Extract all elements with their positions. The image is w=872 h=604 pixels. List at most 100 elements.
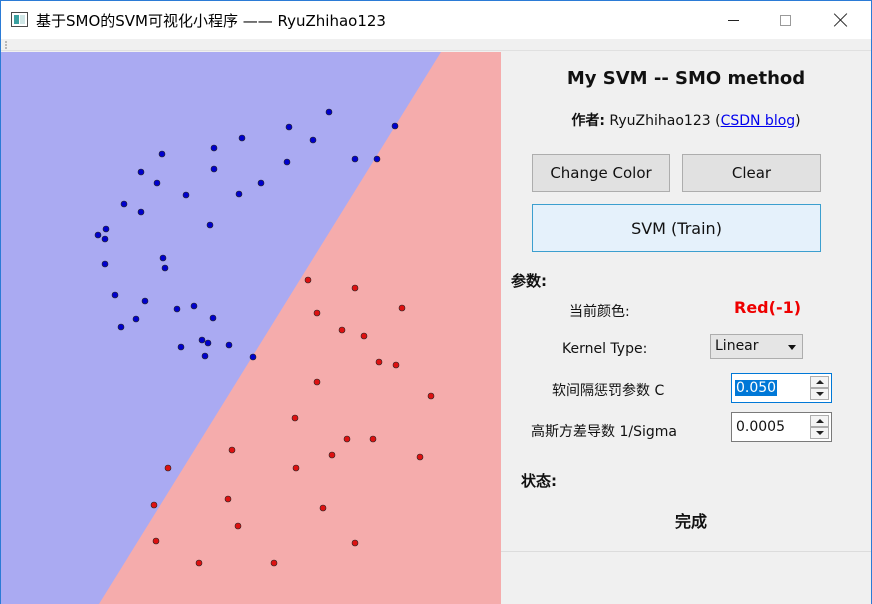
sigma-param-up-icon[interactable] — [810, 415, 829, 427]
blue-sample-point — [182, 191, 190, 199]
toolbar-grip-icon[interactable] — [5, 41, 7, 49]
red-sample-point — [304, 276, 312, 284]
panel-footer — [501, 552, 871, 604]
chevron-down-icon — [788, 345, 796, 350]
title-bar: 基于SMO的SVM可视化小程序 —— RyuZhihao123 — [1, 1, 871, 39]
red-sample-point — [375, 358, 383, 366]
blue-sample-point — [141, 297, 149, 305]
blue-sample-point — [137, 168, 145, 176]
c-param-label: 软间隔惩罚参数 C — [552, 383, 665, 399]
sigma-param-stepper[interactable] — [810, 415, 829, 439]
red-sample-point — [195, 559, 203, 567]
blue-sample-point — [111, 291, 119, 299]
blue-sample-point — [173, 305, 181, 313]
blue-sample-point — [238, 134, 246, 142]
status-header: 状态: — [521, 472, 557, 490]
blue-sample-point — [373, 155, 381, 163]
status-value: 完成 — [674, 512, 707, 531]
blue-class-region — [1, 52, 441, 604]
blue-sample-point — [309, 136, 317, 144]
c-param-up-icon[interactable] — [810, 376, 829, 388]
author-label: 作者: — [571, 113, 605, 129]
minimize-button[interactable] — [710, 1, 756, 39]
blue-sample-point — [204, 339, 212, 347]
red-sample-point — [152, 537, 160, 545]
red-sample-point — [292, 464, 300, 472]
sigma-param-value[interactable]: 0.0005 — [736, 419, 785, 435]
decision-plot[interactable] — [1, 52, 501, 604]
blue-sample-point — [283, 158, 291, 166]
close-icon — [834, 13, 848, 27]
blue-sample-point — [117, 323, 125, 331]
red-sample-point — [270, 559, 278, 567]
c-param-stepper[interactable] — [810, 376, 829, 400]
sigma-param-label: 高斯方差导数 1/Sigma — [531, 424, 677, 440]
blue-sample-point — [101, 260, 109, 268]
red-sample-point — [224, 495, 232, 503]
red-sample-point — [351, 284, 359, 292]
blue-sample-point — [201, 352, 209, 360]
red-sample-point — [338, 326, 346, 334]
c-param-down-icon[interactable] — [810, 388, 829, 400]
blue-sample-point — [158, 150, 166, 158]
kernel-type-select[interactable]: Linear — [710, 334, 803, 359]
red-sample-point — [416, 453, 424, 461]
blue-sample-point — [257, 179, 265, 187]
red-sample-point — [369, 435, 377, 443]
current-color-label: 当前颜色: — [569, 304, 630, 320]
params-header: 参数: — [511, 272, 547, 290]
app-icon — [11, 12, 28, 27]
blue-sample-point — [249, 353, 257, 361]
blue-sample-point — [235, 190, 243, 198]
blue-sample-point — [190, 302, 198, 310]
close-button[interactable] — [818, 1, 864, 39]
blue-sample-point — [132, 315, 140, 323]
control-panel: My SVM -- SMO method 作者: RyuZhihao123 (C… — [501, 52, 871, 552]
blue-sample-point — [177, 343, 185, 351]
blue-sample-point — [102, 225, 110, 233]
blue-sample-point — [198, 336, 206, 344]
author-line: 作者: RyuZhihao123 (CSDN blog) — [571, 113, 801, 129]
maximize-button[interactable] — [762, 1, 808, 39]
toolbar-strip — [1, 39, 871, 51]
csdn-blog-link[interactable]: CSDN blog — [720, 113, 796, 129]
svm-train-button[interactable]: SVM (Train) — [532, 204, 821, 252]
blue-sample-point — [206, 221, 214, 229]
clear-button[interactable]: Clear — [682, 154, 821, 192]
blue-sample-point — [209, 314, 217, 322]
red-sample-point — [351, 539, 359, 547]
svm-canvas[interactable] — [1, 52, 501, 604]
red-sample-point — [150, 501, 158, 509]
blue-sample-point — [120, 200, 128, 208]
blue-sample-point — [137, 208, 145, 216]
blue-sample-point — [210, 144, 218, 152]
sigma-param-spinbox[interactable]: 0.0005 — [731, 412, 832, 442]
blue-sample-point — [285, 123, 293, 131]
maximize-icon — [779, 14, 791, 26]
red-sample-point — [392, 361, 400, 369]
c-param-spinbox[interactable]: 0.050 — [731, 373, 832, 403]
blue-sample-point — [161, 264, 169, 272]
red-sample-point — [313, 378, 321, 386]
author-name: RyuZhihao123 — [609, 113, 711, 129]
blue-sample-point — [391, 122, 399, 130]
panel-title: My SVM -- SMO method — [566, 68, 806, 89]
c-param-value[interactable]: 0.050 — [735, 380, 778, 396]
red-sample-point — [319, 504, 327, 512]
red-sample-point — [313, 309, 321, 317]
red-sample-point — [360, 332, 368, 340]
sigma-param-down-icon[interactable] — [810, 427, 829, 439]
blue-sample-point — [101, 235, 109, 243]
blue-sample-point — [225, 341, 233, 349]
red-sample-point — [234, 522, 242, 530]
sample-points — [94, 108, 435, 567]
current-color-value: Red(-1) — [734, 298, 802, 317]
red-sample-point — [343, 435, 351, 443]
window-title: 基于SMO的SVM可视化小程序 —— RyuZhihao123 — [36, 12, 386, 30]
change-color-button[interactable]: Change Color — [532, 154, 670, 192]
red-sample-point — [291, 414, 299, 422]
blue-sample-point — [325, 108, 333, 116]
minimize-icon — [727, 19, 739, 21]
red-sample-point — [228, 446, 236, 454]
